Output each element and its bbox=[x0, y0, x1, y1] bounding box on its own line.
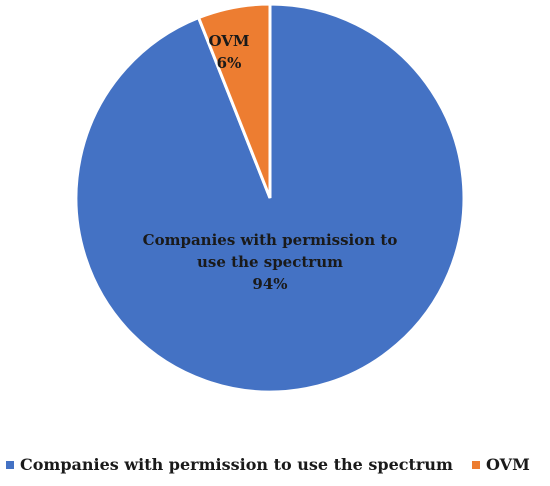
data-label-ovm-line-1: 6% bbox=[217, 54, 242, 72]
pie-slice-ovm bbox=[196, 2, 272, 199]
data-label-ovm: OVM 6% bbox=[208, 32, 249, 72]
legend-swatch-ovm bbox=[472, 460, 480, 469]
data-label-companies-line-1: use the spectrum bbox=[197, 253, 343, 271]
pie-chart: Companies with permission to use the spec… bbox=[74, 2, 466, 394]
chart-legend: Companies with permission to use the spe… bbox=[0, 455, 550, 479]
legend-label-companies: Companies with permission to use the spe… bbox=[20, 455, 453, 474]
legend-item-ovm: OVM bbox=[472, 455, 530, 474]
legend-label-ovm: OVM bbox=[486, 455, 530, 474]
legend-swatch-companies bbox=[6, 460, 14, 469]
legend-item-companies: Companies with permission to use the spe… bbox=[6, 455, 453, 474]
data-label-ovm-line-0: OVM bbox=[208, 32, 249, 50]
data-label-companies: Companies with permission to use the spec… bbox=[143, 231, 398, 293]
data-label-companies-line-2: 94% bbox=[252, 275, 287, 293]
data-label-companies-line-0: Companies with permission to bbox=[143, 231, 398, 249]
